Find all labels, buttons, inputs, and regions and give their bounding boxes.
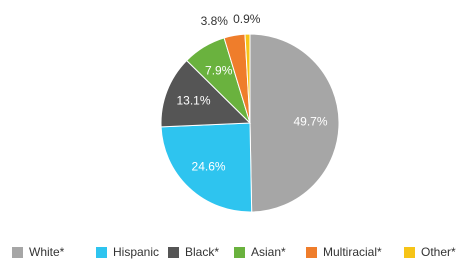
data-label: 49.7% <box>294 115 328 129</box>
data-label: 3.8% <box>201 14 229 28</box>
pie-slice <box>160 122 253 213</box>
data-label: 13.1% <box>177 93 211 107</box>
data-label: 7.9% <box>205 63 233 77</box>
pie-slice <box>244 33 251 124</box>
pie-slice <box>249 33 340 213</box>
legend-label: Multiracial* <box>323 245 382 259</box>
legend-swatch <box>96 247 107 258</box>
legend-swatch <box>12 247 23 258</box>
data-label: 24.6% <box>192 159 226 173</box>
legend-swatch <box>234 247 245 258</box>
legend-label: Other* <box>421 245 456 259</box>
legend-swatch <box>404 247 415 258</box>
legend-label: Black* <box>185 245 219 259</box>
legend-label: Hispanic <box>113 245 159 259</box>
data-label: 0.9% <box>233 12 261 26</box>
legend-swatch <box>168 247 179 258</box>
legend-swatch <box>306 247 317 258</box>
pie-slice <box>160 59 252 128</box>
legend-label: Asian* <box>251 245 286 259</box>
legend-label: White* <box>29 245 65 259</box>
